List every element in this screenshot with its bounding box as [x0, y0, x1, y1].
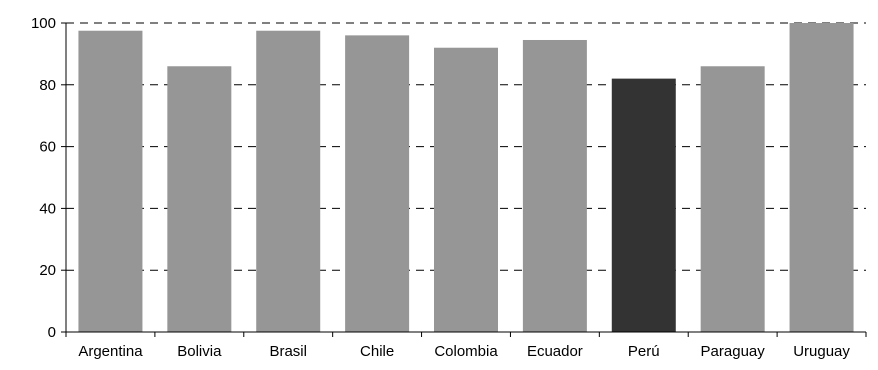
bar-chile	[345, 35, 410, 333]
x-tick-label-uruguay: Uruguay	[793, 343, 850, 360]
x-tick-label-paraguay: Paraguay	[701, 343, 766, 360]
labels: 0 20 40 60 80 100 Argentina Bolivia Brasil Chile C…	[31, 15, 850, 360]
y-tick-label-0: 0	[48, 324, 56, 341]
y-tick-label-40: 40	[39, 200, 56, 217]
bar-brasil	[256, 30, 321, 332]
x-tick-label-argentina: Argentina	[78, 343, 143, 360]
x-tick-label-bolivia: Bolivia	[177, 343, 222, 360]
y-tick-label-20: 20	[39, 262, 56, 279]
bar-bolivia	[167, 66, 232, 332]
x-tick-label-chile: Chile	[360, 343, 394, 360]
bar-paraguay	[700, 66, 765, 332]
y-tick-label-80: 80	[39, 77, 56, 94]
bar-uruguay	[789, 23, 854, 332]
axes	[61, 22, 867, 337]
x-tick-label-colombia: Colombia	[434, 343, 498, 360]
bar-argentina	[78, 30, 143, 332]
bar-ecuador	[522, 39, 587, 333]
x-tick-label-perú: Perú	[628, 343, 660, 360]
bar-perú	[611, 78, 676, 333]
x-tick-label-brasil: Brasil	[269, 343, 307, 360]
x-tick-label-ecuador: Ecuador	[527, 343, 583, 360]
y-tick-label-100: 100	[31, 15, 56, 32]
bars	[78, 23, 854, 333]
y-tick-label-60: 60	[39, 139, 56, 156]
bar-colombia	[434, 47, 498, 332]
